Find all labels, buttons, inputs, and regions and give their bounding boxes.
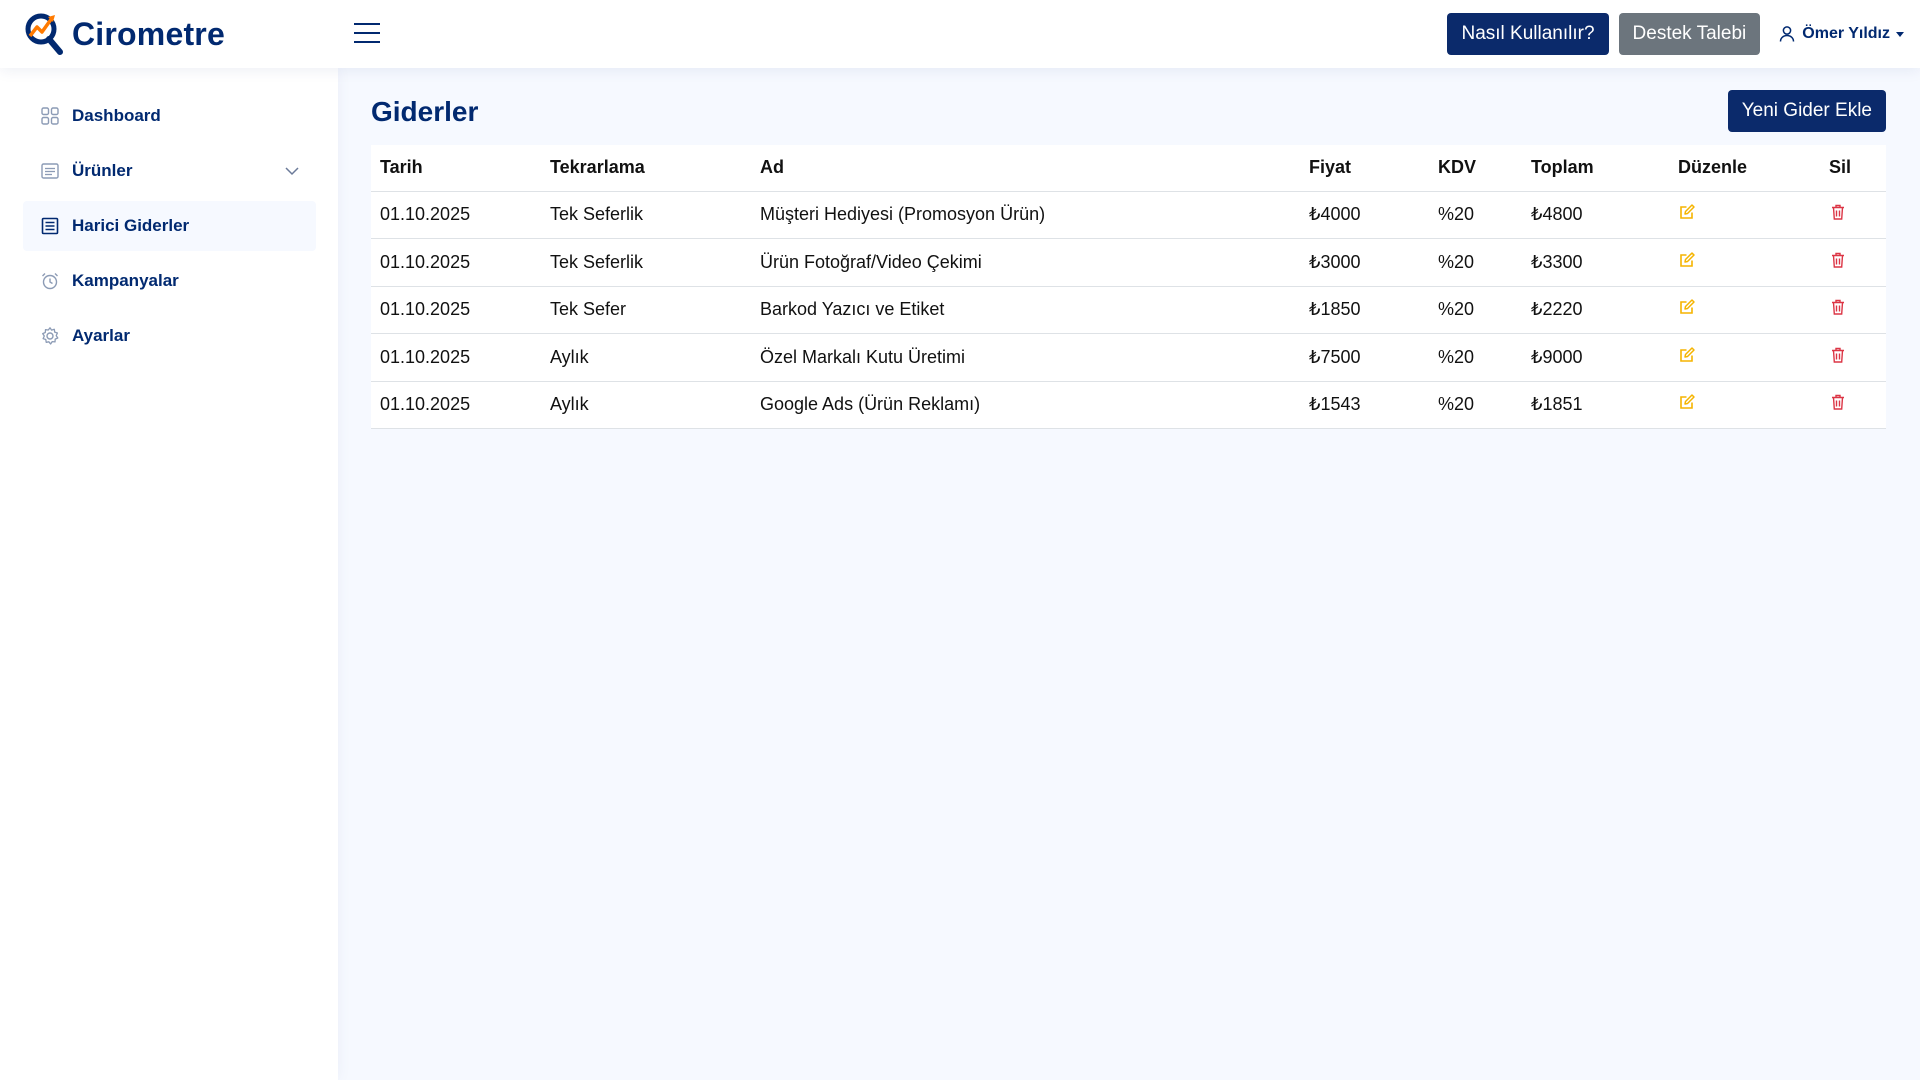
sidebar-item-dashboard[interactable]: Dashboard (23, 91, 316, 141)
gear-icon (40, 326, 60, 346)
cell-delete (1820, 286, 1886, 334)
support-button[interactable]: Destek Talebi (1618, 13, 1761, 55)
cell-total: ₺2220 (1522, 286, 1669, 334)
cell-delete (1820, 238, 1886, 287)
add-expense-button[interactable]: Yeni Gider Ekle (1727, 90, 1886, 132)
cell-total: ₺9000 (1522, 333, 1669, 382)
table-header-row: Tarih Tekrarlama Ad Fiyat KDV Toplam Düz… (371, 145, 1886, 192)
cell-price: ₺1850 (1300, 286, 1429, 334)
edit-icon[interactable] (1678, 251, 1696, 269)
cell-date: 01.10.2025 (371, 191, 541, 239)
cell-kdv: %20 (1429, 381, 1522, 429)
cell-kdv: %20 (1429, 333, 1522, 382)
cell-total: ₺3300 (1522, 238, 1669, 287)
cell-repeat: Aylık (541, 381, 751, 429)
cell-repeat: Tek Sefer (541, 286, 751, 334)
top-bar: Cirometre Nasıl Kullanılır? Destek Taleb… (0, 0, 1920, 68)
header-name[interactable]: Ad (751, 145, 1300, 192)
header-price[interactable]: Fiyat (1300, 145, 1429, 192)
trash-icon[interactable] (1829, 251, 1847, 269)
cell-date: 01.10.2025 (371, 238, 541, 287)
table-row: 01.10.2025 Tek Seferlik Müşteri Hediyesi… (371, 191, 1886, 239)
edit-icon[interactable] (1678, 346, 1696, 364)
cell-price: ₺4000 (1300, 191, 1429, 239)
receipt-icon (40, 216, 60, 236)
top-actions: Nasıl Kullanılır? Destek Talebi Ömer Yıl… (1447, 13, 1904, 55)
header-total[interactable]: Toplam (1522, 145, 1669, 192)
cell-delete (1820, 191, 1886, 239)
page-title: Giderler (371, 96, 479, 127)
cell-date: 01.10.2025 (371, 286, 541, 334)
table-row: 01.10.2025 Aylık Google Ads (Ürün Reklam… (371, 381, 1886, 429)
cell-date: 01.10.2025 (371, 333, 541, 382)
sidebar-item-external-expenses[interactable]: Harici Giderler (23, 201, 316, 251)
cell-date: 01.10.2025 (371, 381, 541, 429)
sidebar-item-label: Harici Giderler (72, 216, 190, 235)
user-icon (1780, 26, 1795, 42)
list-icon (40, 161, 60, 181)
cell-repeat: Aylık (541, 333, 751, 382)
edit-icon[interactable] (1678, 203, 1696, 221)
expenses-table: Tarih Tekrarlama Ad Fiyat KDV Toplam Düz… (371, 145, 1886, 429)
cell-edit (1669, 238, 1820, 287)
cell-price: ₺7500 (1300, 333, 1429, 382)
help-button[interactable]: Nasıl Kullanılır? (1447, 13, 1609, 55)
cell-delete (1820, 381, 1886, 429)
chevron-down-icon[interactable] (284, 163, 300, 184)
trash-icon[interactable] (1829, 346, 1847, 364)
cell-delete (1820, 333, 1886, 382)
cell-name: Barkod Yazıcı ve Etiket (751, 286, 1300, 334)
user-menu[interactable]: Ömer Yıldız (1778, 25, 1904, 43)
trash-icon[interactable] (1829, 393, 1847, 411)
header-date[interactable]: Tarih (371, 145, 541, 192)
logo-text: Cirometre (72, 15, 225, 52)
cell-name: Müşteri Hediyesi (Promosyon Ürün) (751, 191, 1300, 239)
alarm-icon (40, 271, 60, 291)
table-row: 01.10.2025 Tek Seferlik Ürün Fotoğraf/Vi… (371, 238, 1886, 287)
grid-icon (40, 106, 60, 126)
cell-edit (1669, 381, 1820, 429)
menu-toggle-icon[interactable] (352, 18, 382, 48)
trash-icon[interactable] (1829, 298, 1847, 316)
cell-total: ₺1851 (1522, 381, 1669, 429)
header-repeat[interactable]: Tekrarlama (541, 145, 751, 192)
edit-icon[interactable] (1678, 298, 1696, 316)
cell-kdv: %20 (1429, 191, 1522, 239)
edit-icon[interactable] (1678, 393, 1696, 411)
caret-down-icon (1896, 31, 1904, 37)
cell-repeat: Tek Seferlik (541, 238, 751, 287)
cell-name: Ürün Fotoğraf/Video Çekimi (751, 238, 1300, 287)
trash-icon[interactable] (1829, 203, 1847, 221)
cell-repeat: Tek Seferlik (541, 191, 751, 239)
header-kdv[interactable]: KDV (1429, 145, 1522, 192)
cell-edit (1669, 191, 1820, 239)
sidebar-item-label: Dashboard (72, 106, 161, 125)
header-edit: Düzenle (1669, 145, 1820, 192)
cell-name: Google Ads (Ürün Reklamı) (751, 381, 1300, 429)
cell-edit (1669, 333, 1820, 382)
cell-price: ₺1543 (1300, 381, 1429, 429)
sidebar-item-campaigns[interactable]: Kampanyalar (23, 256, 316, 306)
sidebar-item-products[interactable]: Ürünler (23, 146, 316, 196)
user-name: Ömer Yıldız (1802, 25, 1890, 42)
cell-name: Özel Markalı Kutu Üretimi (751, 333, 1300, 382)
logo[interactable]: Cirometre (24, 10, 225, 58)
sidebar-item-label: Ayarlar (72, 326, 130, 345)
cell-kdv: %20 (1429, 286, 1522, 334)
cell-kdv: %20 (1429, 238, 1522, 287)
header-delete: Sil (1820, 145, 1886, 192)
table-row: 01.10.2025 Aylık Özel Markalı Kutu Üreti… (371, 333, 1886, 382)
logo-icon (25, 13, 63, 55)
sidebar-item-settings[interactable]: Ayarlar (23, 311, 316, 361)
sidebar-item-label: Kampanyalar (72, 271, 179, 290)
table-row: 01.10.2025 Tek Sefer Barkod Yazıcı ve Et… (371, 286, 1886, 334)
sidebar-item-label: Ürünler (72, 161, 133, 180)
cell-edit (1669, 286, 1820, 334)
cell-total: ₺4800 (1522, 191, 1669, 239)
cell-price: ₺3000 (1300, 238, 1429, 287)
sidebar: Dashboard Ürünler Harici (0, 68, 338, 1080)
